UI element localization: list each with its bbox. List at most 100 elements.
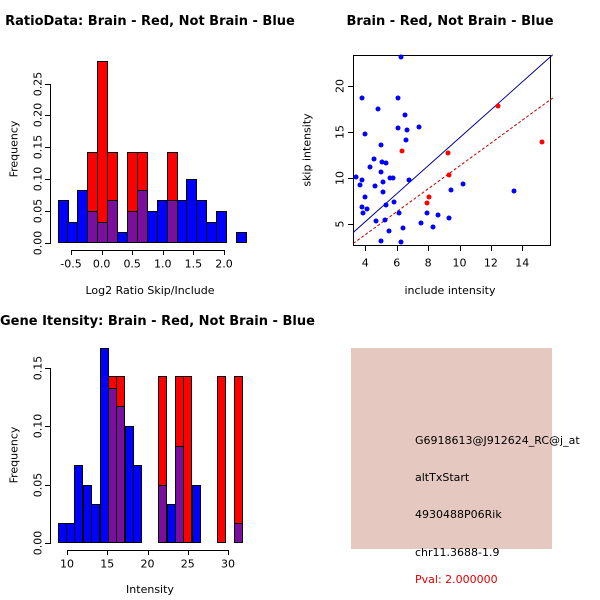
intensity-scatter-panel: Brain - Red, Not Brain - Blue skip inten…: [300, 0, 600, 300]
scatter-point-not_brain: [435, 212, 441, 218]
event-type-text: altTxStart: [415, 471, 470, 484]
scatter-point-brain: [495, 103, 501, 109]
hist-bar-overlap: [107, 200, 118, 243]
x-tick-label: 20: [140, 557, 155, 571]
scatter-point-not_brain: [403, 137, 409, 143]
scatter-point-not_brain: [383, 202, 389, 208]
x-tick-label: 0.0: [92, 257, 111, 271]
y-tick-label: 0.15: [31, 355, 45, 381]
x-tick-label: 6: [393, 256, 401, 270]
hist-bar-brain: [234, 376, 243, 543]
scatter-point-not_brain: [359, 177, 365, 183]
x-tick-label: 10: [60, 557, 74, 571]
pval-text: Pval: 2.000000: [415, 573, 498, 586]
x-tick-label: 14: [515, 256, 530, 270]
y-axis-line: [50, 367, 51, 544]
scatter-point-not_brain: [400, 225, 406, 231]
x-axis-tick: [67, 550, 68, 555]
scatter-point-not_brain: [372, 183, 378, 189]
scatter-point-not_brain: [398, 239, 404, 245]
x-tick-label: -0.5: [60, 257, 82, 271]
x-axis-tick: [522, 246, 524, 251]
x-axis-tick: [396, 246, 398, 251]
y-tick-label: 0.05: [31, 198, 45, 224]
ratio-histogram-title: RatioData: Brain - Red, Not Brain - Blue: [5, 14, 295, 29]
hist-bar-overlap: [158, 485, 167, 543]
hist-bar-overlap: [234, 523, 243, 543]
scatter-point-not_brain: [430, 224, 436, 230]
y-tick-label: 0.10: [31, 166, 45, 192]
scatter-point-not_brain: [380, 189, 386, 195]
intensity-scatter-plot-area: 5 10 15 20 4 6 8 10 12 14: [300, 0, 600, 300]
intensity-scatter-title: Brain - Red, Not Brain - Blue: [346, 14, 554, 29]
y-axis-tick: [348, 178, 353, 179]
x-tick-label: 1.5: [184, 257, 203, 271]
x-axis-tick: [224, 250, 225, 255]
y-axis-tick: [348, 86, 353, 87]
scatter-point-not_brain: [362, 194, 368, 200]
scatter-point-not_brain: [380, 179, 386, 185]
x-axis-tick: [101, 250, 103, 255]
hist-bar-not-brain: [58, 200, 69, 243]
scatter-point-not_brain: [362, 131, 367, 137]
y-axis-tick: [45, 147, 50, 149]
x-tick-label: 1.0: [154, 257, 172, 271]
gene-symbol-text: 4930488P06Rik: [415, 508, 502, 521]
gene-intensity-histogram-xlabel: Intensity: [126, 583, 174, 596]
scatter-point-not_brain: [406, 177, 412, 183]
scatter-point-not_brain: [378, 238, 384, 244]
x-tick-label: 4: [361, 256, 369, 270]
y-axis-tick: [45, 243, 50, 244]
scatter-point-not_brain: [353, 174, 359, 180]
x-tick-label: 0.5: [123, 257, 141, 271]
y-axis-tick: [45, 211, 50, 213]
x-tick-label: 2.0: [215, 257, 233, 271]
scatter-point-not_brain: [418, 220, 424, 226]
y-axis-tick: [348, 132, 353, 133]
scatter-point-not_brain: [416, 124, 422, 130]
hist-bar-not-brain: [133, 465, 142, 543]
hist-bar-brain: [217, 376, 226, 543]
y-tick-label: 15: [333, 125, 347, 139]
y-tick-label: 5: [333, 220, 347, 228]
y-axis-tick: [45, 115, 50, 117]
y-axis-tick: [45, 484, 50, 486]
x-axis-tick: [107, 550, 109, 555]
x-axis-tick: [193, 250, 195, 255]
x-axis-tick: [490, 246, 492, 251]
scatter-point-not_brain: [378, 142, 384, 148]
scatter-point-not_brain: [367, 164, 373, 170]
y-tick-label: 0.00: [31, 230, 45, 256]
y-tick-label: 0.25: [31, 71, 45, 96]
gene-info-panel: G6918613@J912624_RC@j_at altTxStart 4930…: [300, 300, 600, 600]
y-tick-label: 10: [333, 171, 347, 185]
scatter-point-not_brain: [379, 159, 385, 165]
scatter-point-brain: [399, 148, 405, 154]
scatter-point-not_brain: [378, 169, 384, 175]
x-axis-tick: [187, 550, 189, 555]
x-axis-tick: [459, 246, 461, 251]
gene-intensity-histogram-plot-area: 0.00 0.05 0.10 0.15 10 15 20 25 30: [0, 300, 300, 600]
scatter-point-not_brain: [395, 95, 401, 101]
y-tick-label: 0.00: [31, 530, 45, 556]
scatter-point-not_brain: [404, 127, 410, 133]
scatter-point-not_brain: [395, 125, 401, 131]
scatter-point-not_brain: [360, 210, 366, 216]
y-tick-label: 20: [333, 79, 347, 93]
y-axis-tick: [45, 83, 50, 85]
y-tick-label: 0.05: [31, 472, 45, 497]
scatter-point-not_brain: [424, 210, 430, 216]
x-axis-tick: [428, 246, 430, 251]
scatter-point-not_brain: [359, 95, 365, 101]
scatter-point-not_brain: [402, 112, 408, 118]
hist-bar-brain: [183, 376, 192, 543]
x-tick-label: 12: [483, 256, 498, 270]
x-tick-label: 30: [221, 557, 235, 571]
hist-bar-not-brain: [192, 485, 201, 543]
scatter-point-not_brain: [359, 204, 365, 210]
hist-bar-not-brain: [74, 465, 83, 543]
scatter-point-not_brain: [448, 187, 454, 193]
ratio-histogram-plot-area: 0.00 0.05 0.10 0.15 0.20 0.25 -0.5 0.0 0.5 1.0 1.5…: [0, 0, 300, 300]
scatter-point-brain: [424, 200, 430, 206]
